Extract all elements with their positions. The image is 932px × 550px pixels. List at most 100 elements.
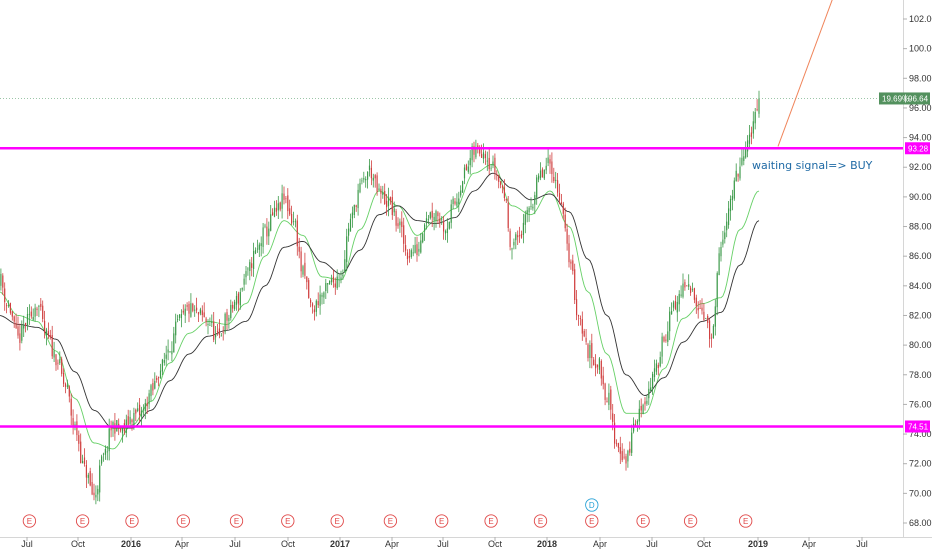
marker-circle — [75, 514, 90, 528]
candle-body — [501, 185, 504, 188]
candle-body — [384, 191, 386, 204]
event-markers[interactable]: E E E E E E E E E E E EDE E E — [22, 498, 753, 528]
projection-arrow[interactable] — [777, 0, 835, 147]
candle-body — [342, 274, 344, 277]
candle-body — [703, 311, 705, 320]
earnings-marker[interactable]: E — [739, 514, 753, 528]
candle-body — [433, 216, 435, 221]
candle-body — [87, 474, 89, 478]
candle-body — [389, 197, 391, 201]
candle-body — [253, 251, 255, 269]
earnings-marker[interactable]: E — [229, 514, 244, 528]
y-tick-label: 80.00 — [909, 340, 932, 350]
candle-body — [279, 202, 281, 210]
candle-body — [515, 234, 517, 241]
candle-body — [500, 181, 502, 186]
time-axis[interactable]: Jul Oct 2016 Apr Jul Oct 2017 Apr Jul Oct 2018 Apr J… — [21, 537, 868, 549]
horizontal-levels[interactable] — [0, 98, 903, 428]
candle-body — [378, 188, 380, 191]
candle-body — [690, 287, 692, 293]
earnings-marker[interactable]: E — [22, 514, 37, 528]
earnings-marker[interactable]: E — [330, 514, 344, 528]
earnings-marker[interactable]: E — [75, 514, 90, 528]
earnings-marker[interactable]: E — [484, 514, 498, 528]
candle-body — [298, 246, 300, 252]
candle-body — [40, 303, 42, 307]
y-tick-label: 86.00 — [909, 251, 932, 261]
candle-body — [188, 303, 190, 314]
candle-body — [701, 307, 703, 311]
candle-body — [665, 339, 667, 341]
earnings-marker[interactable]: E — [125, 514, 139, 528]
candle-body — [568, 243, 570, 263]
earnings-marker[interactable]: E — [383, 514, 398, 528]
annotation-text[interactable]: waiting signal=> BUY — [752, 159, 873, 172]
candle-body — [653, 368, 656, 377]
earnings-marker[interactable]: E — [435, 514, 449, 528]
candle-body — [83, 457, 86, 464]
candle-body — [135, 409, 137, 414]
candle-body — [473, 145, 475, 155]
earnings-marker[interactable]: E — [585, 514, 599, 528]
candle-body — [557, 180, 559, 193]
candle-body — [448, 222, 450, 229]
candle-body — [519, 235, 521, 237]
candle-body — [621, 451, 623, 461]
candle-body — [34, 307, 36, 317]
candle-body — [300, 251, 302, 272]
candle-body — [444, 231, 447, 234]
candle-body — [4, 288, 6, 303]
candle-body — [199, 309, 201, 314]
candle-body — [201, 310, 203, 315]
candle-body — [382, 192, 384, 195]
candle-body — [80, 441, 82, 464]
candle-body — [310, 299, 312, 303]
candle-body — [228, 317, 230, 321]
candle-body — [674, 301, 676, 309]
earnings-marker[interactable]: E — [176, 514, 190, 528]
candle-body — [612, 413, 614, 422]
earnings-marker[interactable]: E — [281, 514, 295, 528]
candle-body — [657, 364, 659, 369]
candle-body — [114, 423, 116, 434]
candle-body — [532, 206, 534, 209]
earnings-marker[interactable]: E — [683, 514, 698, 528]
candle-body — [712, 325, 714, 339]
x-tick-label: Apr — [175, 539, 189, 549]
candle-body — [127, 416, 129, 425]
candle-body — [292, 221, 295, 222]
candle-body — [602, 375, 604, 385]
candle-body — [78, 435, 80, 444]
candle-body — [606, 401, 608, 402]
marker-circle — [585, 498, 599, 512]
candle-body — [397, 223, 399, 227]
candle-body — [600, 361, 602, 379]
candle-body — [28, 313, 30, 315]
candle-body — [481, 154, 483, 158]
candle-body — [724, 232, 726, 240]
earnings-marker[interactable]: E — [533, 514, 548, 528]
price-axis[interactable]: 68.00 70.00 72.00 74.00 76.00 78.00 80.00 82.00… — [903, 14, 932, 528]
candle-body — [659, 357, 661, 367]
candle-body — [479, 148, 481, 154]
candle-body — [543, 169, 545, 179]
candle-body — [17, 326, 19, 336]
candle-body — [93, 492, 95, 496]
candle-body — [403, 225, 405, 244]
marker-circle — [683, 514, 698, 528]
candle-body — [507, 203, 509, 228]
candle-body — [133, 413, 135, 426]
earnings-marker[interactable]: E — [636, 514, 650, 528]
candle-body — [437, 212, 439, 217]
candle-body — [66, 385, 68, 387]
candle-body — [165, 354, 167, 359]
candle-body — [699, 308, 701, 309]
candle-body — [2, 275, 4, 288]
x-tick-label: Jul — [229, 539, 241, 549]
dividend-marker[interactable]: D — [585, 498, 599, 512]
candle-body — [306, 276, 308, 283]
candle-body — [268, 228, 270, 237]
candle-body — [579, 318, 581, 319]
candle-body — [549, 159, 551, 164]
